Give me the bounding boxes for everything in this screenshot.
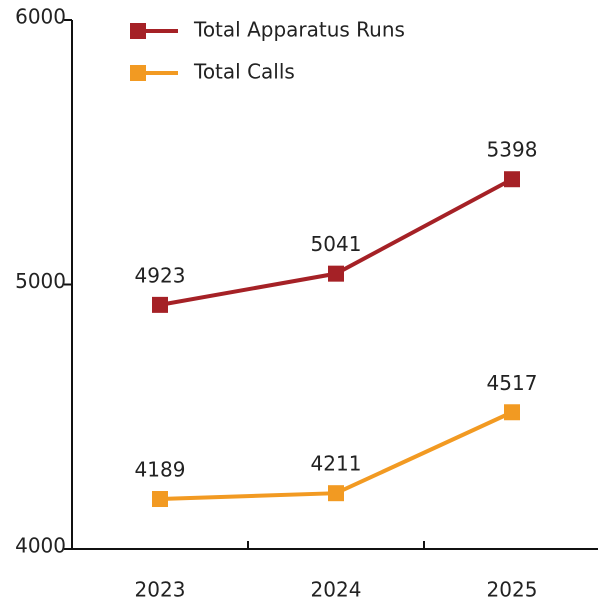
- point-marker: [152, 491, 168, 508]
- data-label: 4517: [487, 371, 538, 395]
- x-tick-label: 2023: [135, 578, 186, 602]
- point-marker: [504, 404, 520, 421]
- y-tick-label: 5000: [15, 269, 66, 293]
- x-tick-label: 2025: [487, 578, 538, 602]
- y-tick-label: 4000: [15, 534, 66, 558]
- legend-label: Total Calls: [193, 60, 295, 84]
- point-marker: [504, 171, 520, 188]
- data-label: 5398: [487, 138, 538, 162]
- point-marker: [152, 296, 168, 313]
- data-label: 4189: [135, 458, 186, 482]
- x-tick-label: 2024: [311, 578, 362, 602]
- legend-label: Total Apparatus Runs: [193, 18, 405, 42]
- point-marker: [328, 485, 344, 502]
- legend-marker: [130, 65, 146, 81]
- y-tick-label: 6000: [15, 5, 66, 29]
- data-label: 4211: [311, 452, 362, 476]
- legend-marker: [130, 23, 146, 39]
- point-marker: [328, 265, 344, 282]
- data-label: 4923: [135, 263, 186, 287]
- data-label: 5041: [311, 232, 362, 256]
